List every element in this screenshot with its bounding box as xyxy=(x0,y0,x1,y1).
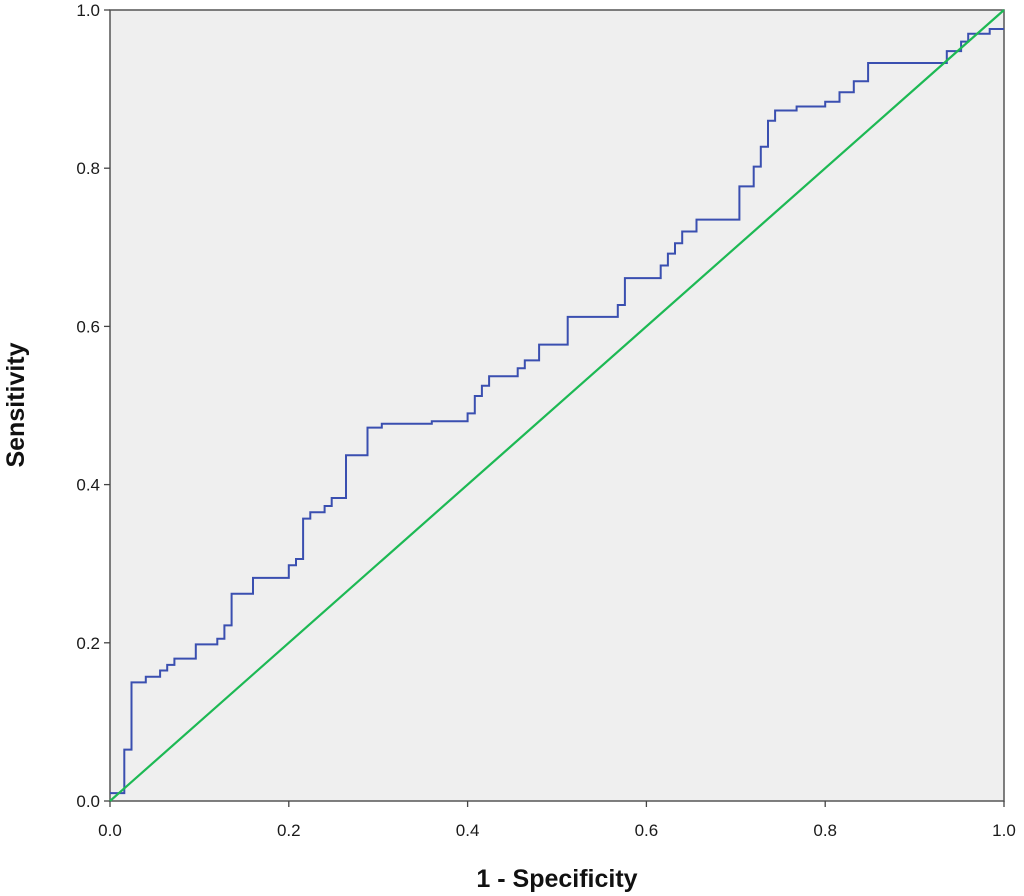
y-tick-label: 1.0 xyxy=(76,1,100,20)
x-tick-label: 0.8 xyxy=(813,821,837,840)
y-tick-label: 0.8 xyxy=(76,159,100,178)
series-lines xyxy=(109,9,1005,802)
y-tick-label: 0.6 xyxy=(76,317,100,336)
y-axis-title: Sensitivity xyxy=(2,342,30,467)
x-tick-label: 0.6 xyxy=(635,821,659,840)
roc-curve-line xyxy=(110,28,1004,795)
x-tick-label: 1.0 xyxy=(992,821,1016,840)
reference-line xyxy=(109,9,1005,802)
tick-marks xyxy=(104,9,1005,807)
y-tick-label: 0.2 xyxy=(76,634,100,653)
y-tick-label: 0.4 xyxy=(76,476,100,495)
tick-labels: 0.0 0.2 0.4 0.6 0.8 1.0 0.0 0.2 0.4 0.6 0.8 1.0 xyxy=(76,1,1015,840)
x-axis-title: 1 - Specificity xyxy=(476,865,637,893)
x-tick-label: 0.2 xyxy=(277,821,301,840)
y-tick-label: 0.0 xyxy=(76,792,100,811)
x-tick-label: 0.4 xyxy=(456,821,480,840)
x-tick-label: 0.0 xyxy=(98,821,122,840)
